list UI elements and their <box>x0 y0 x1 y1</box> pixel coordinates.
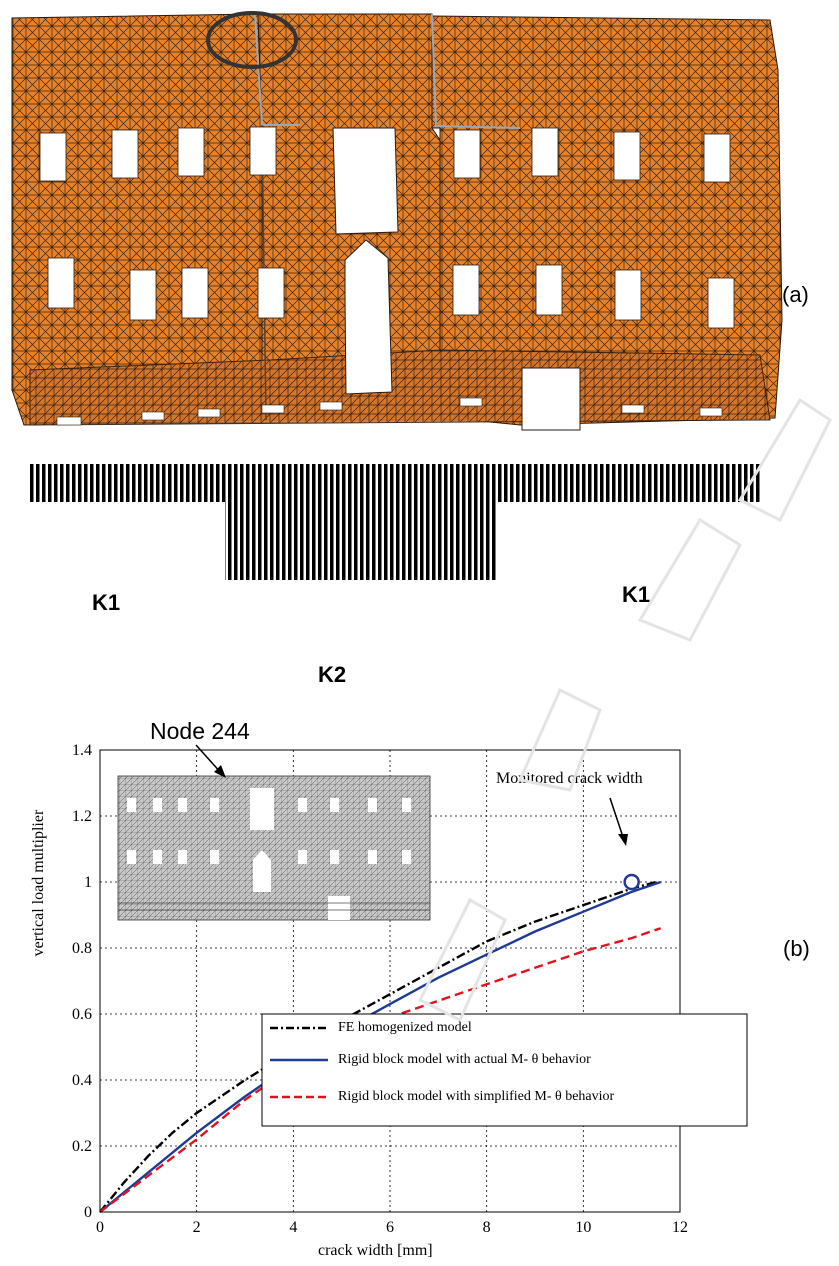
panel-a-tag: (a) <box>782 282 809 307</box>
y-tick-label: 1.4 <box>72 742 92 759</box>
y-tick-label: 1.2 <box>72 808 92 825</box>
inset-mesh-thumbnail <box>117 775 431 921</box>
k2-bar <box>225 464 497 580</box>
y-tick-label: 0 <box>84 1204 92 1221</box>
crack-highlight-ellipse <box>206 11 298 69</box>
legend-swatch-fe <box>270 1026 328 1030</box>
x-tick-label: 4 <box>289 1219 297 1236</box>
y-tick-label: 0.8 <box>72 940 92 957</box>
soil-label-k1-right: K1 <box>622 582 651 607</box>
monitored-annotation: Monitored crack width <box>496 770 643 787</box>
chart-legend <box>261 1013 748 1127</box>
y-tick-label: 0.4 <box>72 1072 92 1089</box>
x-tick-label: 6 <box>386 1219 394 1236</box>
y-tick-label: 1 <box>84 874 92 891</box>
deformed-facade-mesh <box>11 11 783 431</box>
y-tick-label: 0.2 <box>72 1138 92 1155</box>
legend-swatch-actual <box>270 1058 328 1062</box>
soil-label-k1-left: K1 <box>92 590 121 615</box>
x-tick-label: 2 <box>193 1219 201 1236</box>
soil-stiffness-bars <box>30 464 762 580</box>
legend-entry-actual: Rigid block model with actual M- θ behav… <box>268 1052 591 1068</box>
panel-b-tag: (b) <box>783 936 810 961</box>
x-tick-label: 12 <box>672 1219 688 1236</box>
x-axis-label: crack width [mm] <box>318 1242 433 1259</box>
y-tick-label: 0.6 <box>72 1006 92 1023</box>
legend-entry-fe: FE homogenized model <box>268 1020 472 1036</box>
soil-label-k2: K2 <box>318 662 347 687</box>
k1-left-bar <box>30 464 225 502</box>
k1-right-bar <box>497 464 762 502</box>
legend-label-actual: Rigid block model with actual M- θ behav… <box>338 1052 591 1067</box>
facade-windows-lower <box>47 257 735 329</box>
chart-ticks: 0 2 4 6 8 10 12 0 0.2 0.4 0.6 0.8 1 1.2 1.4 <box>72 742 688 1236</box>
legend-label-fe: FE homogenized model <box>338 1020 472 1035</box>
legend-label-simplified: Rigid block model with simplified M- θ b… <box>338 1089 615 1104</box>
facade-windows-upper <box>39 126 731 183</box>
legend-entry-simplified: Rigid block model with simplified M- θ b… <box>268 1089 614 1105</box>
monitored-point-marker <box>623 873 640 891</box>
monitored-arrow <box>609 797 625 841</box>
y-axis-label: vertical load multiplier <box>30 809 47 957</box>
x-tick-label: 10 <box>575 1219 591 1236</box>
legend-swatch-simplified <box>270 1095 328 1099</box>
node-annotation: Node 244 <box>150 718 250 744</box>
x-tick-label: 0 <box>96 1219 104 1236</box>
load-crack-chart: 0 2 4 6 8 10 12 0 0.2 0.4 0.6 0.8 1 1.2 1.4 <box>72 742 748 1236</box>
x-tick-label: 8 <box>483 1219 491 1236</box>
